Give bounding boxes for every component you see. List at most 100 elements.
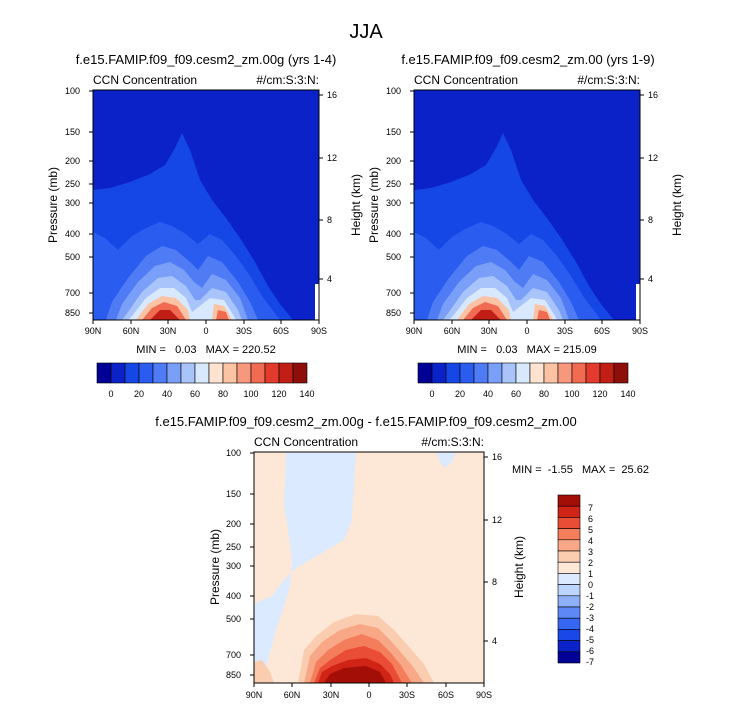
colorbar-label: 100 bbox=[564, 389, 579, 399]
colorbar-cell bbox=[557, 584, 581, 597]
ytick: 400 bbox=[65, 229, 80, 239]
ytick-right: 12 bbox=[648, 153, 658, 163]
ytick: 700 bbox=[65, 288, 80, 298]
colorbar-label: 60 bbox=[190, 389, 200, 399]
colorbar-label: 80 bbox=[218, 389, 228, 399]
xtick: 60S bbox=[594, 326, 610, 336]
xtick: 60S bbox=[273, 326, 289, 336]
xtick: 0 bbox=[203, 326, 208, 336]
panel-diff-title: f.e15.FAMIP.f09_f09.cesm2_zm.00g - f.e15… bbox=[155, 414, 577, 429]
colorbar-label: 140 bbox=[620, 389, 635, 399]
panel-right-units: #/cm:S:3:N: bbox=[577, 73, 640, 87]
ytick: 500 bbox=[386, 252, 401, 262]
figure-title: JJA bbox=[349, 21, 383, 43]
panel-right-ylabel: Pressure (mb) bbox=[367, 167, 381, 243]
colorbar-label: 120 bbox=[271, 389, 286, 399]
colorbar-cell bbox=[571, 362, 587, 384]
xtick: 60N bbox=[444, 326, 461, 336]
colorbar-right bbox=[417, 362, 629, 384]
ytick: 250 bbox=[226, 542, 241, 552]
colorbar-right-labels: 0 20 40 60 80 100 120 140 bbox=[429, 389, 635, 399]
colorbar-cell bbox=[613, 362, 629, 384]
ytick-right: 4 bbox=[327, 274, 332, 284]
xtick: 90N bbox=[85, 326, 102, 336]
colorbar-left-labels: 0 20 40 60 80 100 120 140 bbox=[108, 389, 314, 399]
colorbar-label: 0 bbox=[108, 389, 113, 399]
colorbar-cell bbox=[278, 362, 294, 384]
colorbar-cell bbox=[431, 362, 447, 384]
xtick: 90N bbox=[246, 690, 263, 700]
colorbar-diff bbox=[557, 494, 581, 664]
colorbar-label: -6 bbox=[586, 646, 594, 656]
colorbar-cell bbox=[557, 595, 581, 608]
colorbar-label: 6 bbox=[588, 514, 593, 524]
xtick: 0 bbox=[366, 690, 371, 700]
colorbar-cell bbox=[208, 362, 224, 384]
panel-right-title: f.e15.FAMIP.f09_f09.cesm2_zm.00 (yrs 1-9… bbox=[401, 52, 654, 67]
colorbar-cell bbox=[543, 362, 559, 384]
colorbar-cell bbox=[459, 362, 475, 384]
xtick: 30S bbox=[557, 326, 573, 336]
ytick: 850 bbox=[65, 308, 80, 318]
panel-left-ylabel-right: Height (km) bbox=[349, 174, 363, 236]
colorbar-cell bbox=[138, 362, 154, 384]
panel-diff-stats: MIN = -1.55 MAX = 25.62 bbox=[512, 464, 649, 476]
ytick: 700 bbox=[386, 288, 401, 298]
colorbar-label: -4 bbox=[586, 624, 594, 634]
colorbar-label: 120 bbox=[592, 389, 607, 399]
colorbar-label: -2 bbox=[586, 602, 594, 612]
xtick: 90N bbox=[406, 326, 423, 336]
panel-left-title: f.e15.FAMIP.f09_f09.cesm2_zm.00g (yrs 1-… bbox=[76, 52, 337, 67]
colorbar-cell bbox=[264, 362, 280, 384]
colorbar-diff-labels: 7 6 5 4 3 2 1 0 -1 -2 -3 -4 -5 -6 -7 bbox=[586, 503, 594, 667]
ytick-right: 12 bbox=[327, 153, 337, 163]
panel-left: f.e15.FAMIP.f09_f09.cesm2_zm.00g (yrs 1-… bbox=[46, 52, 363, 356]
xtick: 30N bbox=[323, 690, 340, 700]
ytick: 150 bbox=[226, 489, 241, 499]
colorbar-label: 5 bbox=[588, 525, 593, 535]
ytick: 500 bbox=[226, 614, 241, 624]
ytick-right: 8 bbox=[492, 577, 497, 587]
colorbar-cell bbox=[557, 539, 581, 552]
colorbar-cell bbox=[194, 362, 210, 384]
xtick: 60N bbox=[284, 690, 301, 700]
ytick: 400 bbox=[226, 591, 241, 601]
xtick: 60N bbox=[123, 326, 140, 336]
ytick-right: 12 bbox=[492, 515, 502, 525]
ytick: 300 bbox=[386, 198, 401, 208]
ytick: 300 bbox=[226, 561, 241, 571]
panel-right-variable: CCN Concentration bbox=[414, 73, 518, 87]
ytick: 100 bbox=[226, 448, 241, 458]
colorbar-label: 140 bbox=[299, 389, 314, 399]
ytick: 250 bbox=[386, 179, 401, 189]
xtick: 60S bbox=[438, 690, 454, 700]
ytick-right: 4 bbox=[492, 636, 497, 646]
colorbar-label: 3 bbox=[588, 547, 593, 557]
colorbar-cell bbox=[557, 640, 581, 653]
panel-right: f.e15.FAMIP.f09_f09.cesm2_zm.00 (yrs 1-9… bbox=[367, 52, 684, 356]
colorbar-label: 0 bbox=[429, 389, 434, 399]
colorbar-cell bbox=[557, 362, 573, 384]
colorbar-cell bbox=[487, 362, 503, 384]
ytick-right: 8 bbox=[648, 215, 653, 225]
colorbar-cell bbox=[180, 362, 196, 384]
xtick: 0 bbox=[524, 326, 529, 336]
colorbar-cell bbox=[557, 505, 581, 518]
colorbar-label: 80 bbox=[539, 389, 549, 399]
colorbar-cell bbox=[417, 362, 433, 384]
panel-diff: f.e15.FAMIP.f09_f09.cesm2_zm.00g - f.e15… bbox=[155, 414, 649, 700]
ytick: 200 bbox=[386, 156, 401, 166]
xtick: 30N bbox=[160, 326, 177, 336]
colorbar-label: 60 bbox=[511, 389, 521, 399]
colorbar-label: 0 bbox=[588, 580, 593, 590]
panel-right-ylabel-right: Height (km) bbox=[670, 174, 684, 236]
colorbar-label: 7 bbox=[588, 503, 593, 513]
xtick: 90S bbox=[311, 326, 327, 336]
colorbar-cell bbox=[96, 362, 112, 384]
ytick-right: 16 bbox=[492, 452, 502, 462]
panel-diff-ylabel: Pressure (mb) bbox=[208, 529, 222, 605]
ytick: 500 bbox=[65, 252, 80, 262]
colorbar-cell bbox=[585, 362, 601, 384]
xtick: 90S bbox=[476, 690, 492, 700]
